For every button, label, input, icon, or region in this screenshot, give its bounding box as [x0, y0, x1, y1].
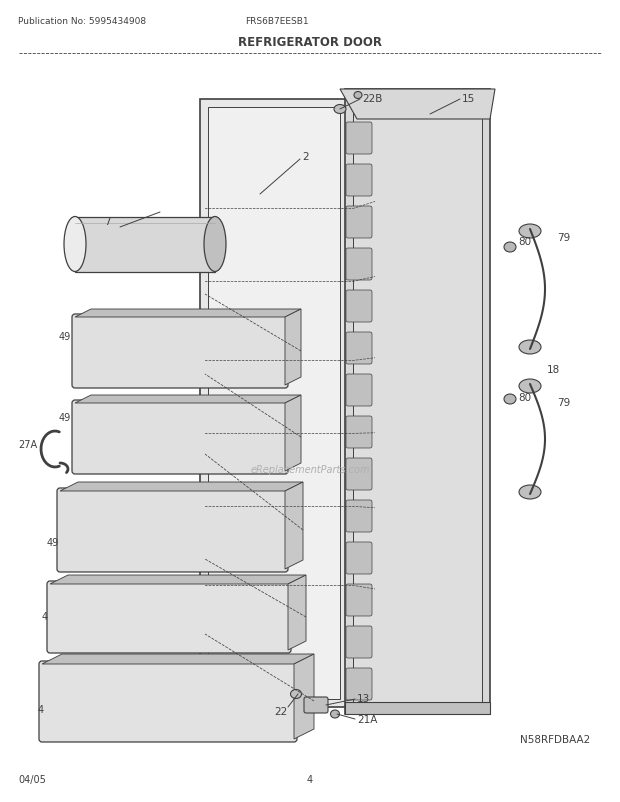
FancyBboxPatch shape	[346, 123, 372, 155]
Text: 4: 4	[307, 774, 313, 784]
Text: REFRIGERATOR DOOR: REFRIGERATOR DOOR	[238, 35, 382, 48]
FancyBboxPatch shape	[72, 314, 288, 388]
FancyBboxPatch shape	[47, 581, 291, 653]
FancyBboxPatch shape	[304, 697, 328, 713]
Text: 49: 49	[59, 412, 71, 423]
FancyBboxPatch shape	[200, 100, 348, 707]
FancyBboxPatch shape	[208, 107, 340, 699]
Polygon shape	[60, 482, 303, 492]
Text: 27A: 27A	[18, 439, 37, 449]
FancyBboxPatch shape	[75, 217, 215, 273]
FancyBboxPatch shape	[346, 249, 372, 281]
Ellipse shape	[519, 379, 541, 394]
FancyBboxPatch shape	[346, 290, 372, 322]
FancyBboxPatch shape	[346, 375, 372, 407]
Text: 79: 79	[557, 233, 570, 243]
Ellipse shape	[519, 341, 541, 354]
FancyBboxPatch shape	[353, 98, 482, 706]
Polygon shape	[285, 310, 301, 386]
FancyBboxPatch shape	[57, 488, 288, 573]
Ellipse shape	[204, 217, 226, 272]
Ellipse shape	[291, 690, 301, 699]
Text: 4: 4	[38, 704, 44, 714]
FancyBboxPatch shape	[345, 702, 490, 714]
Polygon shape	[42, 654, 314, 664]
FancyBboxPatch shape	[346, 459, 372, 490]
Text: Publication No: 5995434908: Publication No: 5995434908	[18, 18, 146, 26]
Text: 22B: 22B	[362, 94, 383, 104]
Text: eReplacementParts.com: eReplacementParts.com	[250, 464, 370, 475]
Polygon shape	[294, 654, 314, 739]
Ellipse shape	[354, 92, 362, 99]
FancyBboxPatch shape	[346, 668, 372, 700]
FancyBboxPatch shape	[346, 500, 372, 533]
Text: 79: 79	[557, 398, 570, 407]
Ellipse shape	[334, 105, 346, 115]
Polygon shape	[75, 310, 301, 318]
Ellipse shape	[519, 225, 541, 239]
FancyBboxPatch shape	[346, 333, 372, 365]
Text: 15: 15	[462, 94, 476, 104]
Polygon shape	[285, 395, 301, 472]
Text: 21A: 21A	[357, 714, 378, 724]
Text: N58RFDBAA2: N58RFDBAA2	[520, 734, 590, 744]
Text: FRS6B7EESB1: FRS6B7EESB1	[245, 18, 309, 26]
Ellipse shape	[504, 243, 516, 253]
FancyBboxPatch shape	[346, 626, 372, 658]
Polygon shape	[285, 482, 303, 569]
Text: 22: 22	[274, 706, 287, 716]
Text: 13: 13	[357, 693, 370, 703]
Text: 80: 80	[518, 237, 531, 247]
Polygon shape	[288, 575, 306, 650]
Text: 49: 49	[59, 331, 71, 342]
Text: 18: 18	[547, 365, 560, 375]
Text: 7: 7	[104, 217, 110, 227]
Text: 04/05: 04/05	[18, 774, 46, 784]
FancyBboxPatch shape	[72, 400, 288, 475]
Ellipse shape	[504, 395, 516, 404]
FancyBboxPatch shape	[346, 542, 372, 574]
Polygon shape	[50, 575, 306, 585]
FancyBboxPatch shape	[346, 207, 372, 239]
Text: 4: 4	[42, 611, 48, 622]
Text: 49: 49	[47, 537, 60, 547]
Ellipse shape	[519, 485, 541, 500]
FancyBboxPatch shape	[39, 661, 297, 742]
FancyBboxPatch shape	[345, 90, 490, 714]
Polygon shape	[75, 395, 301, 403]
Text: 80: 80	[518, 392, 531, 403]
FancyBboxPatch shape	[346, 416, 372, 448]
Ellipse shape	[64, 217, 86, 272]
FancyBboxPatch shape	[346, 164, 372, 196]
Text: 2: 2	[302, 152, 309, 162]
FancyBboxPatch shape	[346, 585, 372, 616]
Polygon shape	[340, 90, 495, 119]
Ellipse shape	[330, 710, 340, 718]
